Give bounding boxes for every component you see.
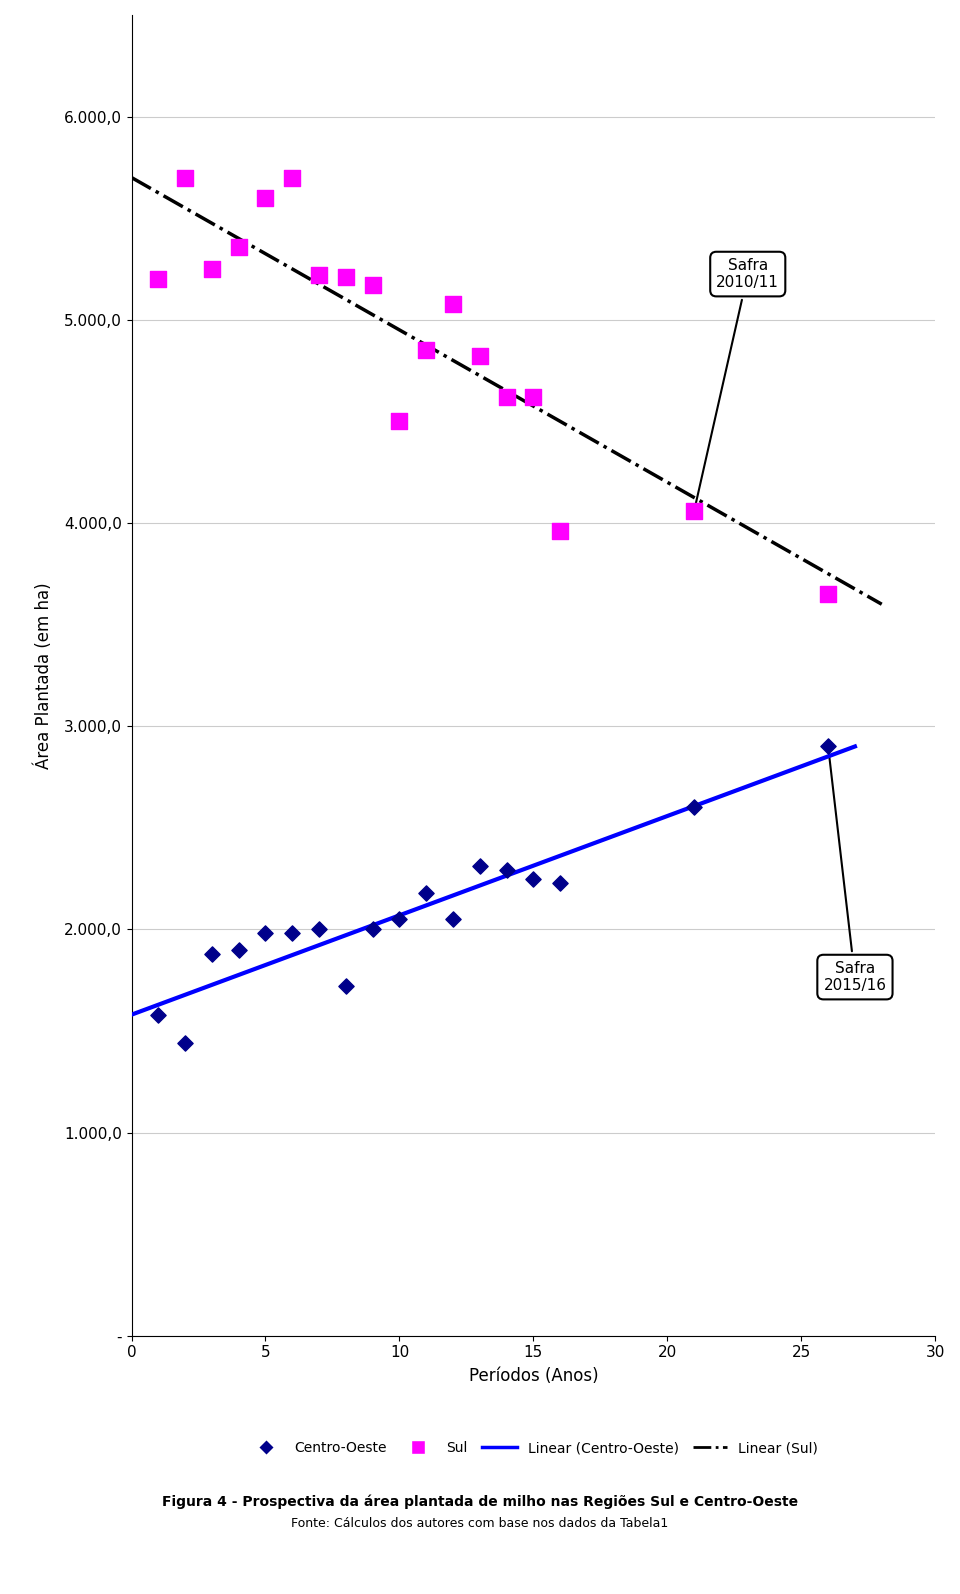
- Point: [392, 907, 407, 932]
- Point: [338, 974, 353, 999]
- Point: [365, 917, 380, 942]
- Point: [284, 164, 300, 190]
- Point: [365, 273, 380, 298]
- Text: Safra
2010/11: Safra 2010/11: [695, 258, 780, 508]
- Point: [499, 858, 515, 883]
- Point: [526, 384, 541, 410]
- Point: [311, 263, 326, 289]
- Point: [526, 866, 541, 891]
- Point: [178, 1030, 193, 1055]
- Point: [204, 257, 220, 282]
- Point: [499, 384, 515, 410]
- Y-axis label: Área Plantada (em ha): Área Plantada (em ha): [35, 582, 53, 768]
- Point: [178, 164, 193, 190]
- Point: [445, 907, 461, 932]
- Point: [311, 917, 326, 942]
- Text: Figura 4 - Prospectiva da área plantada de milho nas Regiões Sul e Centro-Oeste: Figura 4 - Prospectiva da área plantada …: [162, 1495, 798, 1510]
- Point: [821, 582, 836, 607]
- Point: [686, 497, 702, 523]
- Point: [231, 234, 247, 260]
- Point: [419, 880, 434, 905]
- Point: [821, 733, 836, 759]
- Point: [553, 870, 568, 896]
- Point: [338, 265, 353, 290]
- Point: [392, 408, 407, 434]
- Text: Safra
2015/16: Safra 2015/16: [824, 749, 886, 993]
- Point: [419, 338, 434, 363]
- X-axis label: Períodos (Anos): Períodos (Anos): [468, 1368, 598, 1385]
- Point: [151, 266, 166, 292]
- Point: [204, 940, 220, 966]
- Point: [472, 853, 488, 878]
- Point: [151, 1003, 166, 1028]
- Point: [686, 795, 702, 821]
- Point: [284, 921, 300, 947]
- Legend: Centro-Oeste, Sul, Linear (Centro-Oeste), Linear (Sul): Centro-Oeste, Sul, Linear (Centro-Oeste)…: [243, 1436, 824, 1460]
- Point: [472, 344, 488, 370]
- Text: Fonte: Cálculos dos autores com base nos dados da Tabela1: Fonte: Cálculos dos autores com base nos…: [292, 1517, 668, 1530]
- Point: [553, 518, 568, 544]
- Point: [445, 290, 461, 316]
- Point: [258, 185, 274, 210]
- Point: [231, 937, 247, 963]
- Point: [258, 921, 274, 947]
